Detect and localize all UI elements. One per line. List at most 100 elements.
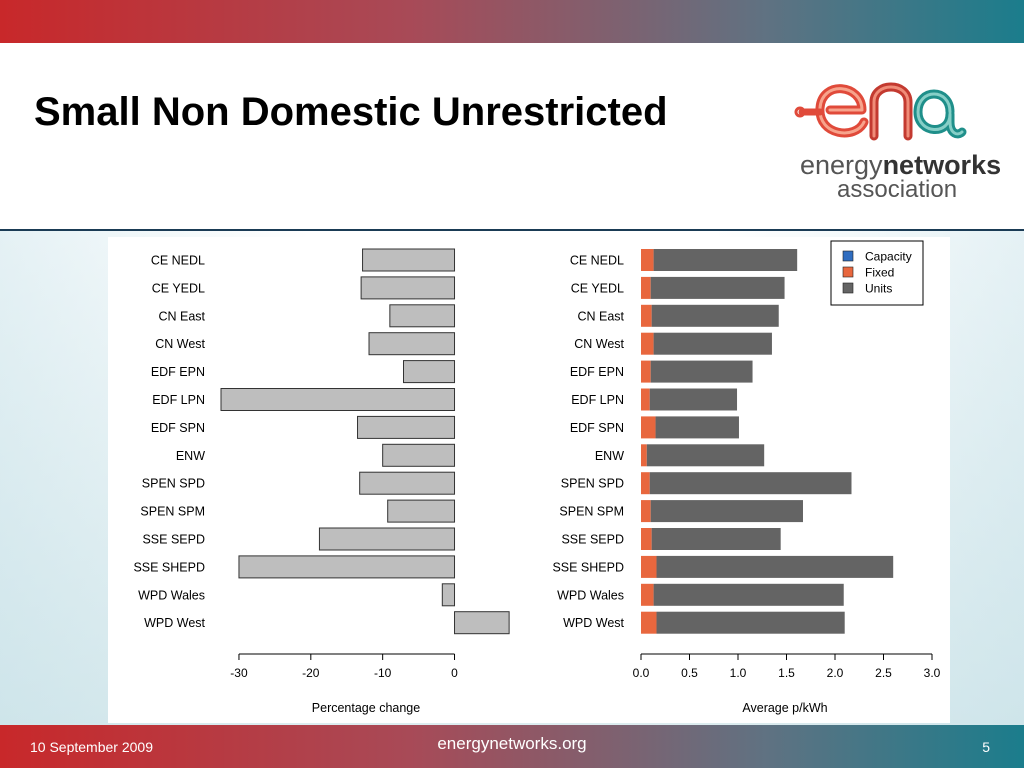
right-x-tick-label-1-5: 1.5 xyxy=(778,666,795,680)
right-bar-units-edf-spn xyxy=(655,416,739,439)
right-category-label-wpd-wales: WPD Wales xyxy=(557,588,624,602)
footer-bar xyxy=(0,725,1024,768)
right-category-label-spen-spd: SPEN SPD xyxy=(561,477,624,491)
right-bar-units-spen-spm xyxy=(650,500,803,523)
right-bar-units-sse-sepd xyxy=(651,528,781,550)
right-bar-units-enw xyxy=(646,444,765,467)
left-x-tick-label--20: -20 xyxy=(302,666,320,680)
right-category-label-cn-east: CN East xyxy=(577,309,624,323)
left-x-axis-title: Percentage change xyxy=(312,701,420,715)
left-bar-sse-shepd xyxy=(238,555,456,579)
left-x-tick-label--30: -30 xyxy=(230,666,248,680)
right-x-axis-title: Average p/kWh xyxy=(742,701,827,715)
right-bar-fixed-ce-nedl xyxy=(641,249,654,271)
left-bar-ce-yedl xyxy=(360,276,456,300)
right-category-label-spen-spm: SPEN SPM xyxy=(559,505,624,519)
right-bar-fixed-edf-epn xyxy=(641,360,651,383)
left-category-label-sse-shepd: SSE SHEPD xyxy=(133,560,205,574)
right-category-label-enw: ENW xyxy=(595,449,624,463)
right-x-tick-label-2-5: 2.5 xyxy=(875,666,892,680)
left-bar-edf-epn xyxy=(403,360,456,384)
left-x-tick-label-0: 0 xyxy=(451,666,458,680)
right-bar-units-sse-shepd xyxy=(656,555,894,578)
right-bar-fixed-sse-sepd xyxy=(641,528,652,550)
logo-wordmark-line1: energynetworks xyxy=(800,150,1002,180)
right-bar-fixed-cn-west xyxy=(641,332,654,355)
left-category-label-spen-spd: SPEN SPD xyxy=(142,477,205,491)
left-category-label-ce-yedl: CE YEDL xyxy=(152,281,205,295)
legend-swatch-units xyxy=(842,282,854,294)
right-category-label-edf-lpn: EDF LPN xyxy=(571,393,624,407)
left-category-label-wpd-wales: WPD Wales xyxy=(138,588,205,602)
logo-wordmark-line2: association xyxy=(837,176,958,203)
right-bar-units-edf-epn xyxy=(650,360,753,383)
right-bar-fixed-enw xyxy=(641,444,647,467)
right-x-tick-label-2-0: 2.0 xyxy=(827,666,844,680)
left-category-label-spen-spm: SPEN SPM xyxy=(140,505,205,519)
left-category-label-cn-east: CN East xyxy=(158,309,205,323)
right-bar-units-cn-east xyxy=(651,304,779,327)
left-bar-edf-spn xyxy=(357,415,456,439)
left-bar-spen-spd xyxy=(359,471,456,495)
right-x-tick-label-0-0: 0.0 xyxy=(633,666,650,680)
right-bar-units-edf-lpn xyxy=(649,388,738,411)
left-bar-wpd-wales xyxy=(441,583,456,607)
right-category-label-edf-spn: EDF SPN xyxy=(570,421,624,435)
left-category-label-edf-spn: EDF SPN xyxy=(151,421,205,435)
ena-logo-icon xyxy=(794,82,967,141)
right-bar-fixed-wpd-wales xyxy=(641,583,654,606)
left-bar-cn-east xyxy=(389,304,456,328)
right-bar-units-spen-spd xyxy=(649,472,852,495)
footer-website[interactable]: energynetworks.org xyxy=(437,734,587,753)
legend-label-fixed: Fixed xyxy=(865,266,894,280)
left-bar-cn-west xyxy=(368,332,456,356)
legend-swatch-fixed xyxy=(842,266,854,278)
left-category-label-cn-west: CN West xyxy=(155,337,205,351)
right-category-label-edf-epn: EDF EPN xyxy=(570,365,624,379)
right-bar-fixed-ce-yedl xyxy=(641,276,651,299)
slide-title: Small Non Domestic Unrestricted xyxy=(34,90,668,134)
right-bar-fixed-spen-spd xyxy=(641,472,650,495)
left-bar-spen-spm xyxy=(387,499,456,523)
legend-label-capacity: Capacity xyxy=(865,250,912,264)
right-bar-fixed-edf-spn xyxy=(641,416,656,439)
right-category-label-sse-shepd: SSE SHEPD xyxy=(552,560,624,574)
left-bar-enw xyxy=(382,443,456,467)
right-bar-units-ce-yedl xyxy=(650,276,785,299)
legend-label-units: Units xyxy=(865,282,892,296)
right-x-tick-label-1-0: 1.0 xyxy=(730,666,747,680)
left-category-label-sse-sepd: SSE SEPD xyxy=(142,533,205,547)
left-category-label-wpd-west: WPD West xyxy=(144,616,205,630)
left-category-label-edf-lpn: EDF LPN xyxy=(152,393,205,407)
right-x-tick-label-3-0: 3.0 xyxy=(924,666,941,680)
header-divider xyxy=(0,229,1024,231)
right-bar-units-wpd-west xyxy=(656,611,845,634)
right-bar-fixed-sse-shepd xyxy=(641,555,657,578)
footer-date: 10 September 2009 xyxy=(30,739,153,755)
right-bar-fixed-wpd-west xyxy=(641,611,657,634)
left-bar-ce-nedl xyxy=(362,248,456,272)
chart-panel: CE NEDL CE YEDL CN East CN West EDF EPN EDF L… xyxy=(108,237,950,723)
left-category-label-edf-epn: EDF EPN xyxy=(151,365,205,379)
right-x-tick-label-0-5: 0.5 xyxy=(681,666,698,680)
page-number: 5 xyxy=(982,739,990,755)
header-bar xyxy=(0,0,1024,43)
right-bar-fixed-spen-spm xyxy=(641,500,651,523)
right-category-label-wpd-west: WPD West xyxy=(563,616,624,630)
right-category-label-sse-sepd: SSE SEPD xyxy=(561,533,624,547)
right-bar-units-ce-nedl xyxy=(653,249,798,271)
left-x-tick-label--10: -10 xyxy=(374,666,392,680)
chart-svg: CE NEDL CE YEDL CN East CN West EDF EPN EDF L… xyxy=(133,240,941,715)
right-bar-units-cn-west xyxy=(653,332,772,355)
right-bar-fixed-edf-lpn xyxy=(641,388,650,411)
right-bar-fixed-cn-east xyxy=(641,304,652,327)
left-category-label-ce-nedl: CE NEDL xyxy=(151,254,205,268)
right-category-label-cn-west: CN West xyxy=(574,337,624,351)
legend-swatch-capacity xyxy=(842,250,854,262)
right-category-label-ce-yedl: CE YEDL xyxy=(571,281,624,295)
left-bar-wpd-west xyxy=(454,611,510,635)
right-category-label-ce-nedl: CE NEDL xyxy=(570,254,624,268)
left-bar-sse-sepd xyxy=(318,527,456,551)
right-bar-units-wpd-wales xyxy=(653,583,844,606)
left-category-label-enw: ENW xyxy=(176,449,205,463)
